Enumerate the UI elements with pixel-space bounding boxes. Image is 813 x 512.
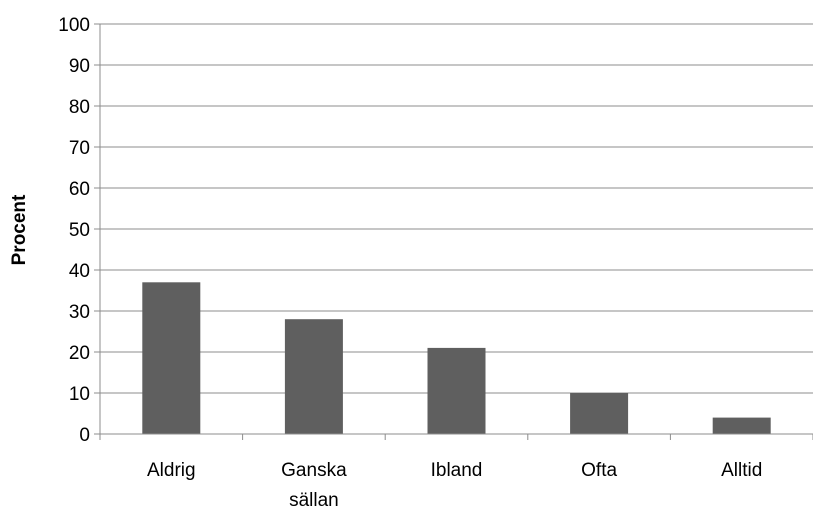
- x-category-label: Alltid: [721, 460, 762, 481]
- y-tick-label: 40: [69, 261, 90, 282]
- y-tick-label: 100: [58, 15, 90, 36]
- bar: [284, 319, 343, 434]
- x-category-label: Ganska sällan: [281, 460, 347, 511]
- y-tick-label: 50: [69, 220, 90, 241]
- y-tick-label: 80: [69, 97, 90, 118]
- y-tick-label: 60: [69, 179, 90, 200]
- y-tick-label: 0: [79, 425, 90, 446]
- y-tick-label: 10: [69, 384, 90, 405]
- y-axis-ticks: 0 10 20 30 40 50 60 70 80 90 100: [58, 15, 100, 446]
- bar: [570, 393, 629, 434]
- y-axis-title: Procent: [9, 194, 30, 265]
- y-tick-label: 20: [69, 343, 90, 364]
- x-category-label: Ibland: [431, 460, 483, 481]
- x-axis-labels: Aldrig Ganska sällan Ibland Ofta Alltid: [147, 460, 762, 511]
- bar: [427, 347, 486, 434]
- y-tick-label: 70: [69, 138, 90, 159]
- bars: [142, 282, 771, 434]
- bar: [712, 417, 771, 434]
- x-axis-ticks: [99, 434, 813, 440]
- x-category-label: Ofta: [581, 460, 617, 481]
- y-tick-label: 30: [69, 302, 90, 323]
- gridlines: [100, 23, 813, 394]
- bar: [142, 282, 201, 434]
- y-tick-label: 90: [69, 56, 90, 77]
- x-category-label: Aldrig: [147, 460, 196, 481]
